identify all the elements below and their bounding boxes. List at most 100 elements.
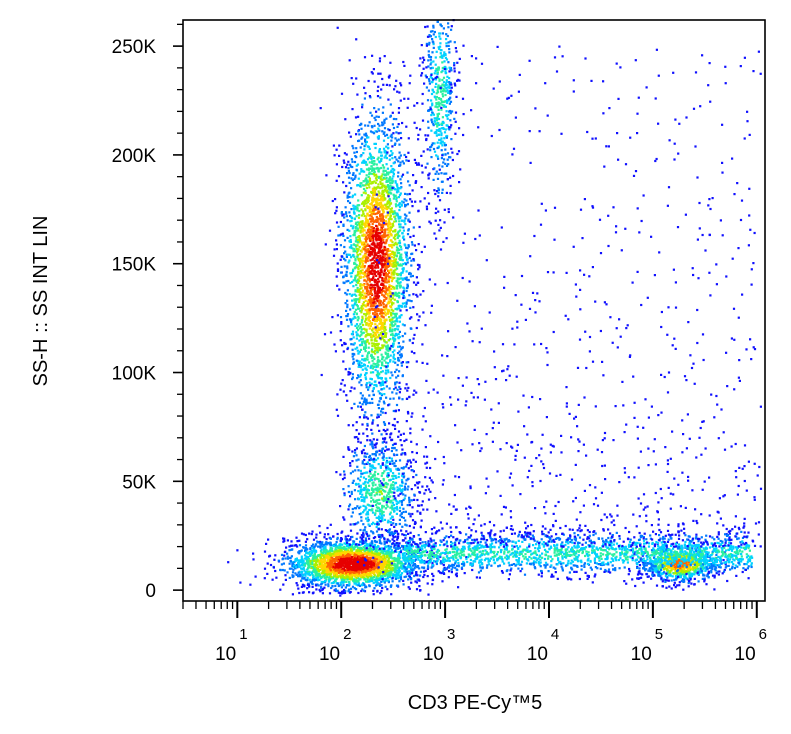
event-dot [343, 191, 346, 194]
event-dot [338, 559, 341, 562]
event-dot [397, 217, 400, 220]
event-dot [335, 565, 338, 568]
event-dot [380, 394, 383, 397]
event-dot [329, 541, 332, 544]
event-dot [363, 255, 366, 258]
event-dot [364, 92, 367, 95]
event-dot [356, 290, 359, 293]
event-dot [351, 373, 354, 376]
event-dot [289, 559, 292, 562]
event-dot [348, 211, 351, 214]
event-dot [314, 570, 317, 573]
event-dot [380, 542, 383, 545]
event-dot [394, 381, 397, 384]
event-dot [317, 569, 320, 573]
event-dot [382, 569, 385, 572]
event-dot [361, 556, 364, 559]
event-dot [382, 554, 386, 557]
event-dot [384, 234, 387, 237]
event-dot [350, 556, 353, 559]
event-dot [361, 243, 364, 246]
event-dot [352, 542, 355, 545]
event-dot [396, 251, 399, 254]
event-dot [358, 133, 361, 136]
event-dot [376, 166, 379, 169]
event-dot [424, 543, 428, 546]
event-dot [406, 261, 409, 264]
event-dot [353, 212, 356, 215]
event-dot [343, 257, 346, 260]
event-dot [366, 435, 369, 438]
event-dot [371, 269, 374, 272]
event-dot [325, 538, 328, 541]
event-dot [441, 580, 444, 583]
event-dot [392, 193, 395, 196]
event-dot [351, 178, 354, 182]
event-dot [322, 546, 325, 549]
event-dot [395, 246, 399, 249]
event-dot [355, 588, 358, 591]
event-dot [360, 283, 363, 286]
event-dot [368, 285, 371, 288]
event-dot [385, 203, 388, 206]
event-dot [393, 417, 396, 421]
event-dot [343, 569, 346, 572]
event-dot [227, 561, 230, 564]
event-dot [371, 218, 374, 221]
event-dot [372, 589, 375, 592]
event-dot [398, 345, 402, 348]
event-dot [378, 60, 381, 63]
event-dot [320, 568, 323, 571]
event-dot [355, 147, 358, 150]
event-dot [344, 259, 347, 262]
event-dot [374, 352, 377, 355]
event-dot [371, 364, 374, 367]
event-dot [401, 219, 404, 222]
event-dot [416, 263, 420, 266]
event-dot [361, 291, 364, 294]
event-dot [302, 546, 305, 549]
event-dot [426, 567, 429, 570]
event-dot [377, 259, 380, 262]
event-dot [329, 537, 332, 540]
event-dot [397, 282, 400, 285]
event-dot [394, 230, 397, 233]
event-dot [399, 286, 402, 289]
event-dot [350, 177, 353, 180]
event-dot [367, 248, 370, 251]
event-dot [371, 234, 374, 237]
event-dot [401, 564, 404, 567]
event-dot [391, 332, 394, 336]
event-dot [268, 554, 272, 557]
event-dot [340, 579, 343, 582]
event-dot [383, 556, 386, 559]
event-dot [390, 165, 393, 168]
event-dot [360, 265, 363, 268]
event-dot [366, 417, 369, 420]
event-dot [386, 237, 389, 240]
event-dot [391, 325, 394, 328]
event-dot [412, 293, 415, 296]
event-dot [360, 208, 363, 211]
event-dot [371, 359, 374, 362]
event-dot [325, 549, 328, 552]
event-dot [321, 551, 324, 554]
event-dot [359, 379, 362, 382]
event-dot [377, 358, 380, 361]
event-dot [369, 573, 372, 576]
event-dot [334, 212, 337, 215]
event-dot [373, 251, 377, 254]
event-dot [380, 159, 383, 162]
event-dot [367, 198, 370, 201]
event-dot [334, 350, 337, 353]
event-dot [376, 413, 379, 416]
event-dot [307, 556, 310, 559]
event-dot [406, 410, 410, 414]
event-dot [384, 275, 387, 278]
event-dot [277, 559, 280, 562]
event-dot [322, 572, 325, 575]
event-dot [393, 556, 396, 560]
event-dot [383, 393, 386, 396]
event-dot [371, 160, 374, 163]
event-dot [309, 560, 312, 563]
